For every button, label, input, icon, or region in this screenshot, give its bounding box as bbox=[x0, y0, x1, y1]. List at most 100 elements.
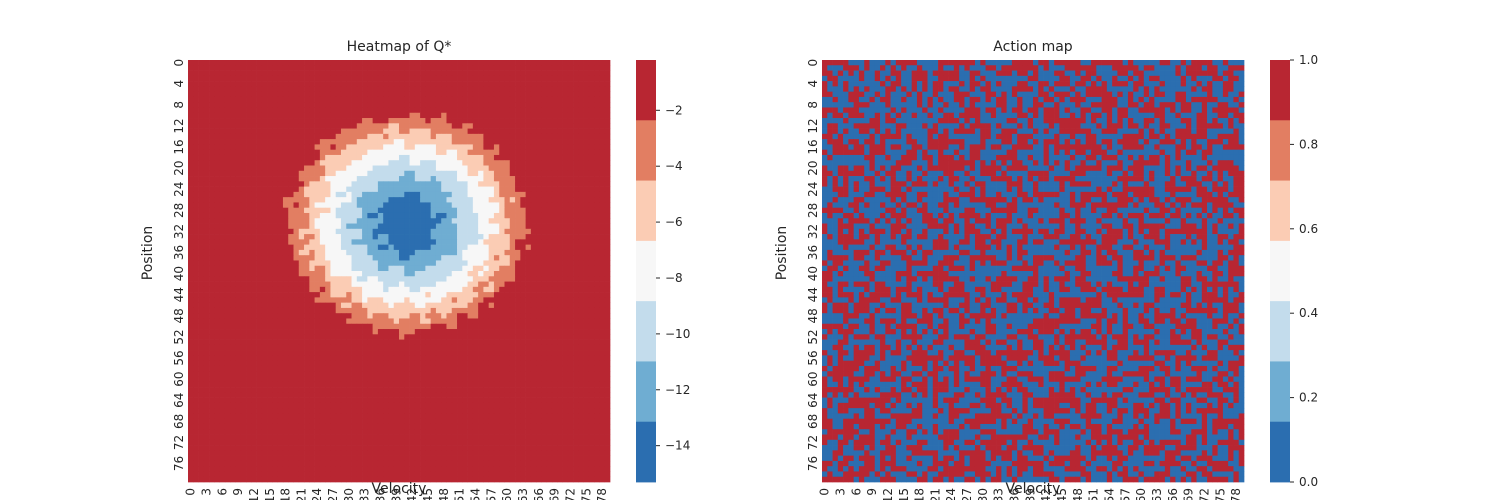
heatmap-cell bbox=[478, 118, 484, 124]
heatmap-cell bbox=[409, 102, 416, 108]
heatmap-cell bbox=[546, 339, 553, 346]
heatmap-cell bbox=[588, 276, 595, 282]
heatmap-cell bbox=[604, 86, 611, 92]
heatmap-cell bbox=[198, 160, 205, 166]
heatmap-cell bbox=[578, 191, 584, 198]
heatmap-cell bbox=[367, 75, 373, 82]
heatmap-cell bbox=[393, 165, 400, 172]
heatmap-cell bbox=[588, 165, 595, 172]
heatmap-cell bbox=[356, 207, 363, 214]
heatmap-cell bbox=[567, 313, 574, 319]
heatmap-cell bbox=[472, 350, 479, 356]
heatmap-cell bbox=[203, 234, 210, 240]
heatmap-cell bbox=[335, 139, 342, 145]
heatmap-cell bbox=[594, 244, 600, 251]
heatmap-cell bbox=[372, 212, 379, 219]
heatmap-cell bbox=[356, 60, 363, 66]
heatmap-cell bbox=[346, 191, 352, 198]
heatmap-cell bbox=[388, 286, 395, 293]
heatmap-cell bbox=[235, 123, 242, 129]
heatmap-cell bbox=[546, 207, 553, 214]
heatmap-cell bbox=[309, 139, 315, 145]
heatmap-cell bbox=[462, 149, 468, 156]
heatmap-cell bbox=[251, 191, 257, 198]
heatmap-cell bbox=[309, 228, 315, 235]
heatmap-cell bbox=[451, 112, 458, 119]
heatmap-cell bbox=[409, 318, 416, 325]
heatmap-cell bbox=[604, 133, 611, 140]
heatmap-cell bbox=[420, 223, 426, 230]
heatmap-cell bbox=[383, 223, 389, 230]
heatmap-cell bbox=[240, 133, 247, 140]
heatmap-cell bbox=[588, 112, 595, 119]
heatmap-cell bbox=[235, 292, 242, 298]
heatmap-cell bbox=[214, 371, 220, 377]
heatmap-cell bbox=[604, 107, 611, 114]
heatmap-cell bbox=[314, 144, 321, 151]
heatmap-cell bbox=[230, 60, 236, 66]
heatmap-cell bbox=[557, 81, 563, 87]
heatmap-cell bbox=[224, 181, 231, 187]
heatmap-cell bbox=[567, 302, 574, 309]
heatmap-cell bbox=[551, 234, 558, 240]
heatmap-cell bbox=[409, 365, 416, 372]
heatmap-cell bbox=[298, 170, 305, 177]
heatmap-cell bbox=[356, 165, 363, 172]
heatmap-cell bbox=[551, 107, 558, 114]
heatmap-cell bbox=[325, 344, 331, 351]
heatmap-cell bbox=[567, 102, 574, 108]
heatmap-cell bbox=[267, 207, 273, 214]
heatmap-cell bbox=[298, 218, 305, 224]
heatmap-cell bbox=[420, 154, 426, 161]
heatmap-cell bbox=[604, 371, 611, 377]
heatmap-cell bbox=[483, 133, 490, 140]
heatmap-cell bbox=[451, 260, 458, 267]
heatmap-cell bbox=[256, 276, 263, 282]
heatmap-cell bbox=[224, 313, 231, 319]
heatmap-cell bbox=[499, 381, 505, 388]
heatmap-cell bbox=[304, 102, 310, 108]
heatmap-cell bbox=[483, 112, 490, 119]
heatmap-cell bbox=[414, 60, 421, 66]
heatmap-cell bbox=[372, 281, 379, 288]
heatmap-cell bbox=[330, 223, 337, 230]
heatmap-cell bbox=[509, 60, 516, 66]
heatmap-cell bbox=[293, 329, 300, 335]
heatmap-cell bbox=[551, 181, 558, 187]
heatmap-cell bbox=[393, 334, 400, 340]
heatmap-cell bbox=[261, 223, 268, 230]
heatmap-cell bbox=[383, 181, 389, 187]
heatmap-cell bbox=[246, 323, 252, 330]
heatmap-cell bbox=[319, 276, 326, 282]
heatmap-cell bbox=[224, 139, 231, 145]
heatmap-cell bbox=[493, 234, 500, 240]
heatmap-cell bbox=[351, 313, 358, 319]
heatmap-cell bbox=[309, 297, 315, 303]
heatmap-cell bbox=[362, 339, 368, 346]
heatmap-cell bbox=[267, 144, 273, 151]
heatmap-cell bbox=[541, 313, 548, 319]
heatmap-cell bbox=[604, 281, 611, 288]
heatmap-cell bbox=[557, 60, 563, 66]
heatmap-cell bbox=[230, 181, 236, 187]
heatmap-cell bbox=[340, 376, 347, 383]
heatmap-cell bbox=[335, 112, 342, 119]
heatmap-cell bbox=[525, 318, 532, 325]
heatmap-cell bbox=[203, 355, 210, 362]
heatmap-cell bbox=[420, 260, 426, 267]
heatmap-cell bbox=[588, 376, 595, 383]
heatmap-cell bbox=[515, 360, 521, 367]
heatmap-cell bbox=[340, 75, 347, 82]
heatmap-cell bbox=[193, 212, 199, 219]
heatmap-cell bbox=[203, 128, 210, 135]
heatmap-cell bbox=[214, 271, 220, 277]
heatmap-cell bbox=[372, 123, 379, 129]
heatmap-cell bbox=[235, 197, 242, 203]
heatmap-cell bbox=[446, 70, 453, 77]
heatmap-cell bbox=[277, 70, 284, 77]
heatmap-cell bbox=[573, 339, 579, 346]
heatmap-cell bbox=[520, 381, 526, 388]
heatmap-cell bbox=[393, 255, 400, 261]
heatmap-cell bbox=[557, 276, 563, 282]
heatmap-cell bbox=[509, 365, 516, 372]
